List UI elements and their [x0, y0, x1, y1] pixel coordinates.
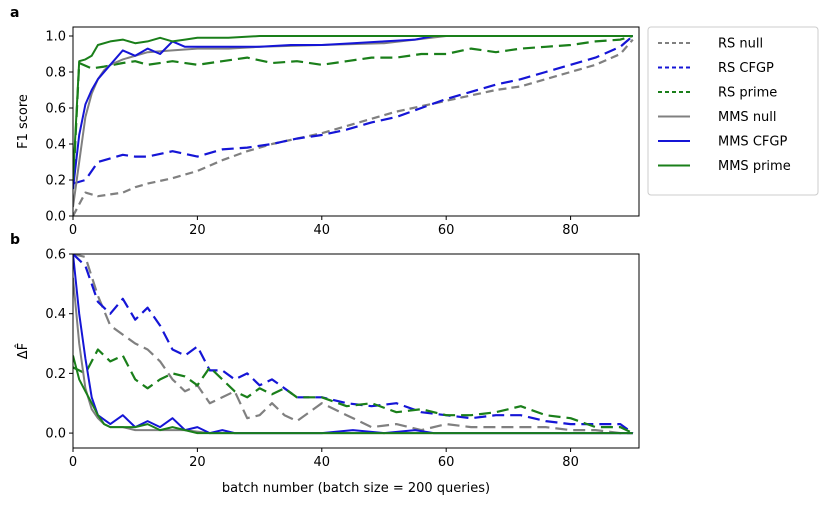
x-tick-label: 60 [438, 223, 455, 238]
y-tick-label: 1.0 [45, 30, 66, 45]
y-tick-label: 0.4 [45, 307, 66, 322]
series-line-mms-prime [73, 355, 633, 435]
y-tick-label: 0.8 [45, 66, 66, 81]
panel-label: a [10, 5, 19, 21]
series-line-mms-cfgp [73, 35, 633, 190]
y-axis-label: ΔF̂ [16, 343, 31, 359]
series-line-rs-null [73, 254, 633, 435]
series-line-mms-null [73, 277, 633, 435]
series-line-rs-prime [73, 348, 634, 435]
x-tick-label: 20 [189, 455, 206, 470]
plot-frame [72, 253, 640, 449]
panel-label: b [10, 232, 20, 248]
series-line-rs-null [73, 38, 634, 216]
legend-entry-label: MMS prime [718, 159, 791, 174]
y-tick-label: 0.4 [45, 138, 66, 153]
series-line-rs-cfgp [73, 35, 634, 185]
y-tick-label: 0.0 [45, 427, 66, 442]
x-tick-label: 40 [314, 455, 331, 470]
y-axis-label: F1 score [16, 94, 31, 149]
legend-entry-label: RS prime [718, 86, 777, 101]
x-axis-label: batch number (batch size = 200 queries) [222, 481, 490, 496]
legend-box [647, 26, 819, 196]
x-tick-label: 0 [69, 223, 77, 238]
x-tick-label: 80 [562, 455, 579, 470]
series-line-mms-null [73, 35, 633, 208]
y-tick-label: 0.6 [45, 102, 66, 117]
y-tick-label: 0.2 [45, 367, 66, 382]
x-tick-label: 60 [438, 455, 455, 470]
legend-entry-label: MMS null [718, 110, 777, 125]
plot-frame [72, 26, 640, 217]
series-line-rs-prime [73, 34, 634, 190]
y-tick-label: 0.0 [45, 210, 66, 225]
series-line-mms-cfgp [73, 254, 633, 435]
x-tick-label: 40 [314, 223, 331, 238]
series-line-mms-prime [73, 35, 633, 181]
y-tick-label: 0.6 [45, 248, 66, 263]
x-tick-label: 0 [69, 455, 77, 470]
y-tick-label: 0.2 [45, 174, 66, 189]
x-tick-label: 20 [189, 223, 206, 238]
series-line-rs-cfgp [73, 254, 634, 434]
legend-entry-label: MMS CFGP [718, 135, 787, 150]
x-tick-label: 80 [562, 223, 579, 238]
legend-entry-label: RS null [718, 37, 763, 52]
legend-entry-label: RS CFGP [718, 61, 774, 76]
